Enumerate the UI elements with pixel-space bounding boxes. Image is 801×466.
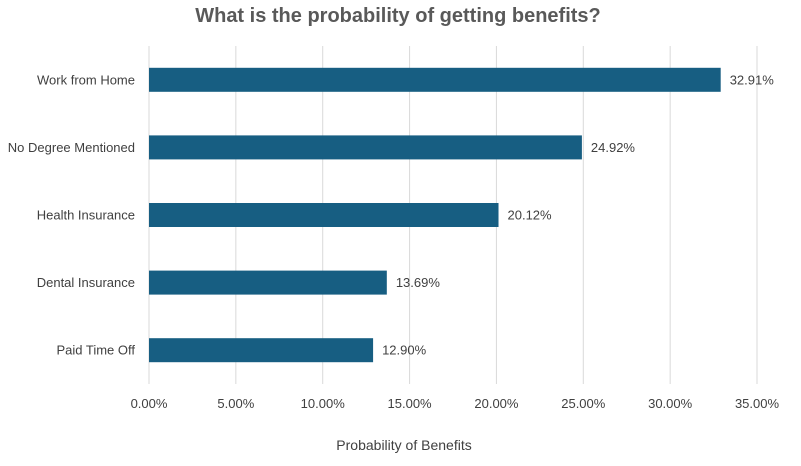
bar [149, 270, 387, 295]
category-label: Health Insurance [37, 208, 135, 223]
data-labels: 32.91% 24.92% 20.12% 13.69% 12.90% [382, 72, 774, 357]
x-axis-title: Probability of Benefits [336, 437, 471, 453]
category-label: Work from Home [37, 72, 135, 87]
x-tick-label: 0.00% [131, 396, 168, 411]
category-label: No Degree Mentioned [8, 140, 135, 155]
data-label: 32.91% [730, 72, 775, 87]
x-tick-label: 10.00% [301, 396, 346, 411]
bar [149, 135, 582, 160]
category-label: Paid Time Off [56, 343, 135, 358]
data-label: 20.12% [508, 208, 553, 223]
x-tick-label: 5.00% [217, 396, 254, 411]
bar [149, 203, 499, 227]
category-label: Dental Insurance [37, 275, 135, 290]
x-tick-label: 35.00% [735, 396, 780, 411]
data-label: 13.69% [396, 275, 441, 290]
bar [149, 338, 374, 363]
bar [149, 67, 721, 92]
category-labels: Work from Home No Degree Mentioned Health … [8, 72, 136, 357]
x-tick-label: 30.00% [648, 396, 693, 411]
data-label: 12.90% [382, 343, 427, 358]
chart-title: What is the probability of getting benef… [195, 5, 601, 27]
x-tick-label: 15.00% [388, 396, 433, 411]
x-axis-ticks: 0.00% 5.00% 10.00% 15.00% 20.00% 25.00% 30.00%… [131, 396, 780, 411]
bars [149, 67, 721, 363]
data-label: 24.92% [591, 140, 636, 155]
x-tick-label: 20.00% [474, 396, 519, 411]
x-tick-label: 25.00% [561, 396, 606, 411]
